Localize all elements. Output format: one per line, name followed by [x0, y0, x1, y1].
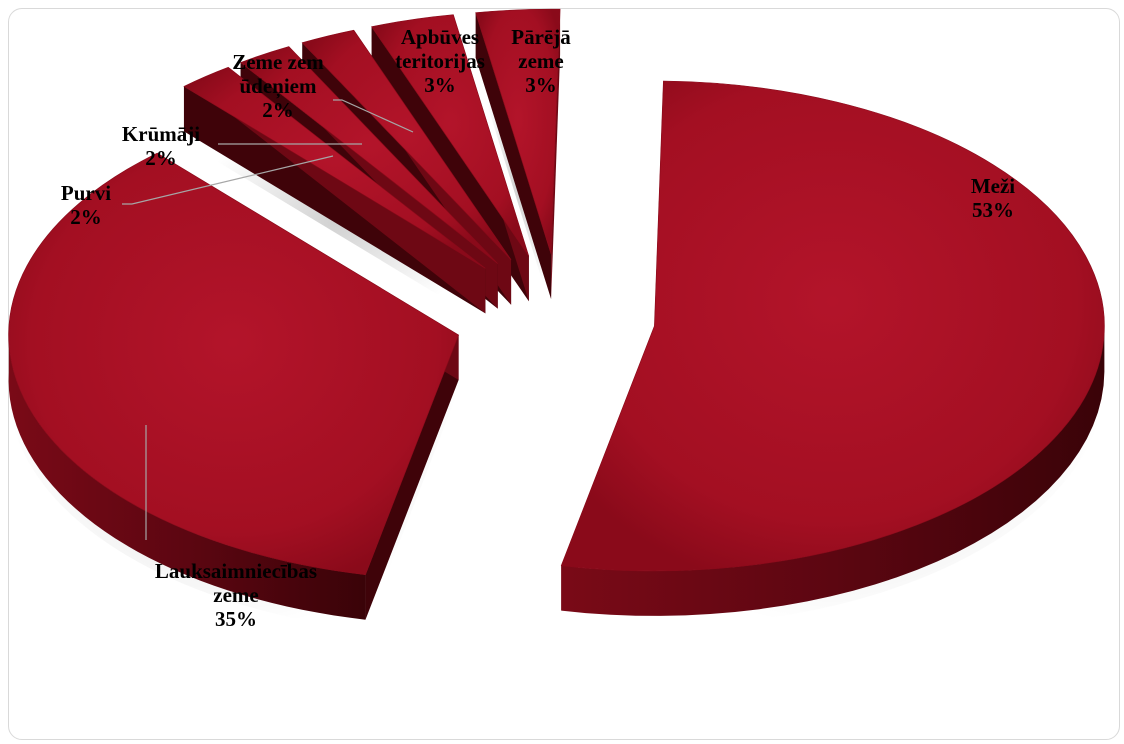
slice-top-apbuves-teritorijas — [371, 14, 530, 257]
leader-purvi — [122, 155, 334, 205]
slice-side — [561, 326, 1105, 616]
slice-wall — [183, 86, 486, 314]
data-label-lauksaimniecibas-zeme: Lauksaimniecības zeme 35% — [155, 559, 317, 631]
slice-top-mezi — [560, 80, 1105, 572]
data-label-krumaji: Krūmāji 2% — [122, 122, 200, 170]
slice-top-krumaji — [239, 46, 498, 264]
slice-lauksaimniecibas-zeme — [8, 152, 459, 620]
slice-top-lauksaimniecibas-zeme — [8, 152, 459, 576]
slice-mezi — [560, 80, 1105, 616]
data-label-mezi: Meži 53% — [971, 174, 1015, 222]
slice-top-pareja-zeme — [475, 8, 561, 255]
leader-zeme-zem-udeniem — [333, 99, 414, 133]
slice-top-zeme-zem-udeniem — [301, 29, 512, 260]
slice-purvi — [183, 66, 486, 314]
slice-top-purvi — [183, 66, 486, 269]
data-label-zeme-zem-udeniem: Zeme zem ūdeņiem 2% — [232, 50, 324, 122]
slice-side — [8, 327, 366, 620]
slice-wall — [475, 12, 552, 300]
data-label-apbuves-teritorijas: Apbūves teritorijas 3% — [395, 25, 485, 97]
data-label-pareja-zeme: Pārējā zeme 3% — [511, 25, 571, 97]
pie-slices — [8, 8, 1105, 620]
slice-wall — [365, 334, 459, 620]
data-label-purvi: Purvi 2% — [61, 181, 111, 229]
slice-wall — [551, 9, 561, 300]
leader-lines — [122, 99, 414, 540]
slice-pareja-zeme — [475, 8, 561, 300]
data-labels: Meži 53% Lauksaimniecības zeme 35% Purvi 2%Krū… — [61, 25, 1015, 631]
